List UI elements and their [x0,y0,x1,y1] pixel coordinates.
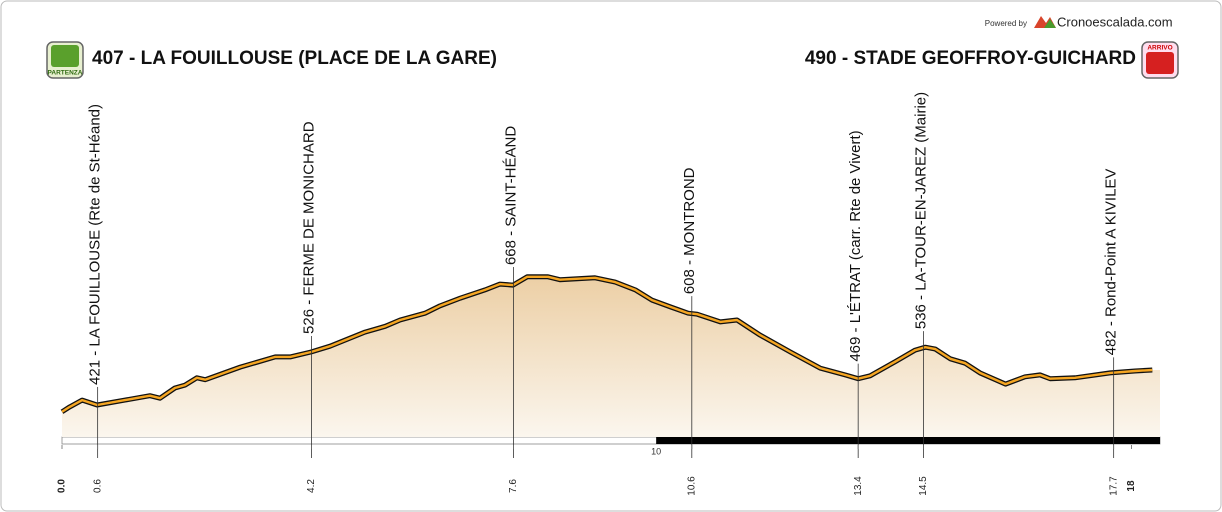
waypoint-label: 668 - SAINT-HÉAND [503,126,520,265]
km-marker-label: 10 [651,446,661,456]
start-title: 407 - LA FOUILLOUSE (PLACE DE LA GARE) [92,48,497,69]
distance-bar-dark [656,437,1160,444]
x-tick-label: 0.6 [92,479,103,493]
x-tick-label: 13.4 [853,476,864,496]
x-tick-label: 17.7 [1108,476,1119,496]
x-tick-label: 14.5 [918,476,929,496]
waypoint-label: 469 - L'ÉTRAT (carr. Rte de Vivert) [847,130,864,361]
finish-icon-inner [1146,52,1174,74]
waypoint-label: 536 - LA-TOUR-EN-JAREZ (Mairie) [912,92,929,329]
start-badge: PARTENZA [48,70,83,77]
finish-badge: ARRIVO [1147,45,1172,52]
x-tick-label: 10.6 [686,476,697,496]
waypoint-label: 482 - Rond-Point A KIVILEV [1103,169,1120,356]
x-tick-label: 7.6 [508,479,519,493]
profile-line [61,275,1153,413]
profile-area [62,276,1160,437]
start-icon-inner [51,45,79,67]
powered-by: Powered by [985,19,1027,28]
finish-title: 490 - STADE GEOFFROY-GUICHARD [805,48,1136,69]
x-tick-label: 0.0 [57,479,68,493]
brand-logo-peak [1044,19,1056,28]
waypoint-label: 608 - MONTROND [681,167,698,294]
x-tick-label: 18 [1126,480,1137,492]
waypoint-label: 526 - FERME DE MONICHARD [301,121,318,334]
x-tick-label: 4.2 [306,479,317,493]
waypoint-label: 421 - LA FOUILLOUSE (Rte de St-Héand) [87,104,104,385]
brand: Cronoescalada.com [1057,14,1173,29]
